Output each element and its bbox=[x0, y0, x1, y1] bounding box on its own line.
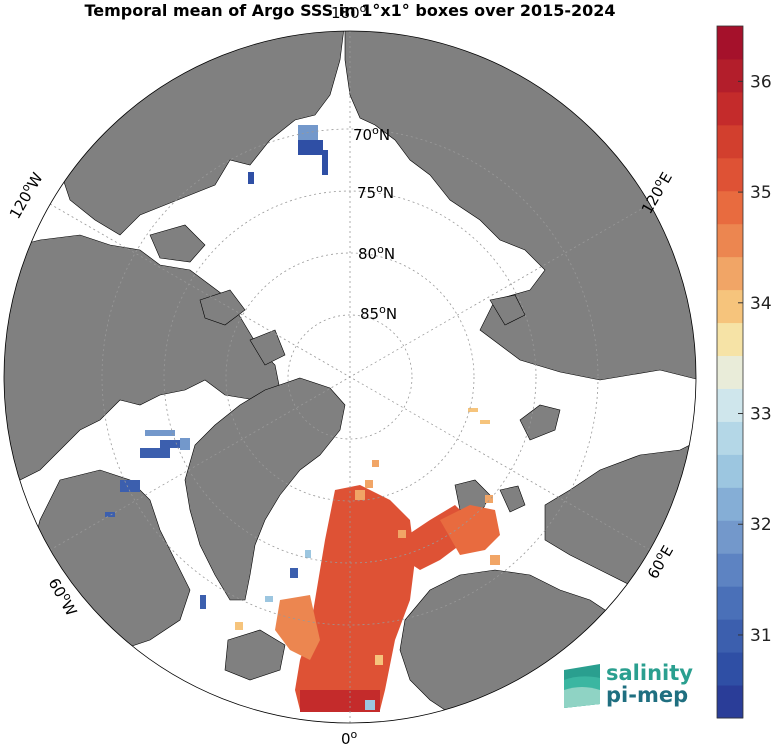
land-greenland bbox=[184, 377, 346, 601]
colorbar-tick-label: 33 bbox=[750, 405, 772, 425]
sss-box bbox=[490, 555, 500, 565]
sss-box bbox=[485, 495, 493, 503]
colorbar-segment bbox=[717, 520, 743, 554]
map-title: Temporal mean of Argo SSS in 1°x1° boxes… bbox=[84, 1, 616, 20]
sss-box bbox=[298, 140, 323, 155]
colorbar-segment bbox=[717, 454, 743, 488]
colorbar-segment bbox=[717, 586, 743, 620]
colorbar-segment bbox=[717, 388, 743, 422]
sss-box bbox=[398, 530, 406, 538]
colorbar-tick-label: 34 bbox=[750, 294, 772, 314]
colorbar-segment bbox=[717, 26, 743, 60]
colorbar-segment bbox=[717, 355, 743, 389]
colorbar-frame bbox=[716, 25, 744, 719]
land-nz-north bbox=[519, 404, 561, 441]
colorbar-segment bbox=[717, 58, 743, 93]
sss-box bbox=[160, 440, 180, 448]
land-island-3 bbox=[249, 329, 286, 366]
sss-box bbox=[305, 550, 311, 558]
sss-box bbox=[235, 622, 243, 630]
salinity-pi-mep-logo: salinity pi-mep bbox=[560, 660, 693, 720]
sss-box bbox=[375, 655, 383, 665]
lat-label-70: 70oN bbox=[353, 124, 390, 144]
logo-wave-icon bbox=[564, 664, 600, 708]
land-island-1 bbox=[149, 224, 206, 263]
lon-label-120w: 120oW bbox=[4, 168, 47, 222]
sss-nordic-west bbox=[275, 595, 320, 660]
sss-box bbox=[105, 512, 115, 517]
lat-label-85: 85oN bbox=[360, 303, 397, 323]
lon-label-180: 180o bbox=[331, 2, 367, 22]
colorbar: 31 32 33 34 35 36 bbox=[716, 25, 772, 719]
sss-box bbox=[355, 490, 365, 500]
meridians bbox=[49, 31, 651, 723]
colorbar-segment bbox=[717, 91, 743, 126]
sss-south-box bbox=[300, 690, 380, 712]
land-iceland bbox=[224, 629, 286, 681]
colorbar-segment bbox=[717, 421, 743, 455]
lat-label-80: 80oN bbox=[358, 243, 395, 263]
sss-box bbox=[120, 480, 140, 492]
colorbar-tick-label: 36 bbox=[750, 72, 772, 92]
lat-label-75: 75oN bbox=[357, 182, 394, 202]
sss-box bbox=[468, 408, 478, 412]
sss-box bbox=[365, 480, 373, 488]
sss-barents bbox=[440, 505, 500, 555]
colorbar-segment bbox=[717, 487, 743, 521]
sss-box bbox=[372, 460, 379, 467]
colorbar-segment bbox=[717, 619, 743, 653]
colorbar-segment bbox=[717, 124, 743, 159]
sss-box bbox=[265, 596, 273, 602]
colorbar-segment bbox=[717, 223, 743, 258]
colorbar-tick-label: 31 bbox=[750, 626, 772, 646]
colorbar-segment bbox=[717, 652, 743, 686]
sss-box bbox=[200, 595, 206, 609]
sss-box bbox=[365, 700, 375, 710]
latitude-labels: 70oN 75oN 80oN 85oN bbox=[353, 124, 397, 323]
colorbar-segment bbox=[717, 553, 743, 587]
sss-box bbox=[180, 438, 190, 450]
land-severnaya bbox=[489, 294, 526, 326]
sss-nordic-seas bbox=[295, 485, 415, 710]
sss-data-layer bbox=[105, 125, 500, 712]
sss-box bbox=[145, 430, 175, 436]
logo-line-1: salinity bbox=[606, 661, 693, 685]
colorbar-segment bbox=[717, 289, 743, 324]
sss-box bbox=[248, 172, 254, 184]
sss-box bbox=[322, 150, 328, 175]
colorbar-segment bbox=[717, 685, 743, 719]
sss-box bbox=[290, 568, 298, 578]
land-svalbard-2 bbox=[499, 485, 526, 513]
colorbar-tick-label: 32 bbox=[750, 515, 772, 535]
colorbar-segment bbox=[717, 157, 743, 192]
map-boundary bbox=[3, 30, 697, 724]
colorbar-segment bbox=[717, 322, 743, 357]
colorbar-tick-label: 35 bbox=[750, 183, 772, 203]
colorbar-segment bbox=[717, 256, 743, 291]
land-island-2 bbox=[199, 289, 246, 326]
lon-label-0: 0o bbox=[341, 728, 358, 747]
colorbar-segment bbox=[717, 190, 743, 225]
sss-box bbox=[480, 420, 490, 424]
sss-box bbox=[140, 448, 170, 458]
logo-line-2: pi-mep bbox=[606, 683, 689, 707]
